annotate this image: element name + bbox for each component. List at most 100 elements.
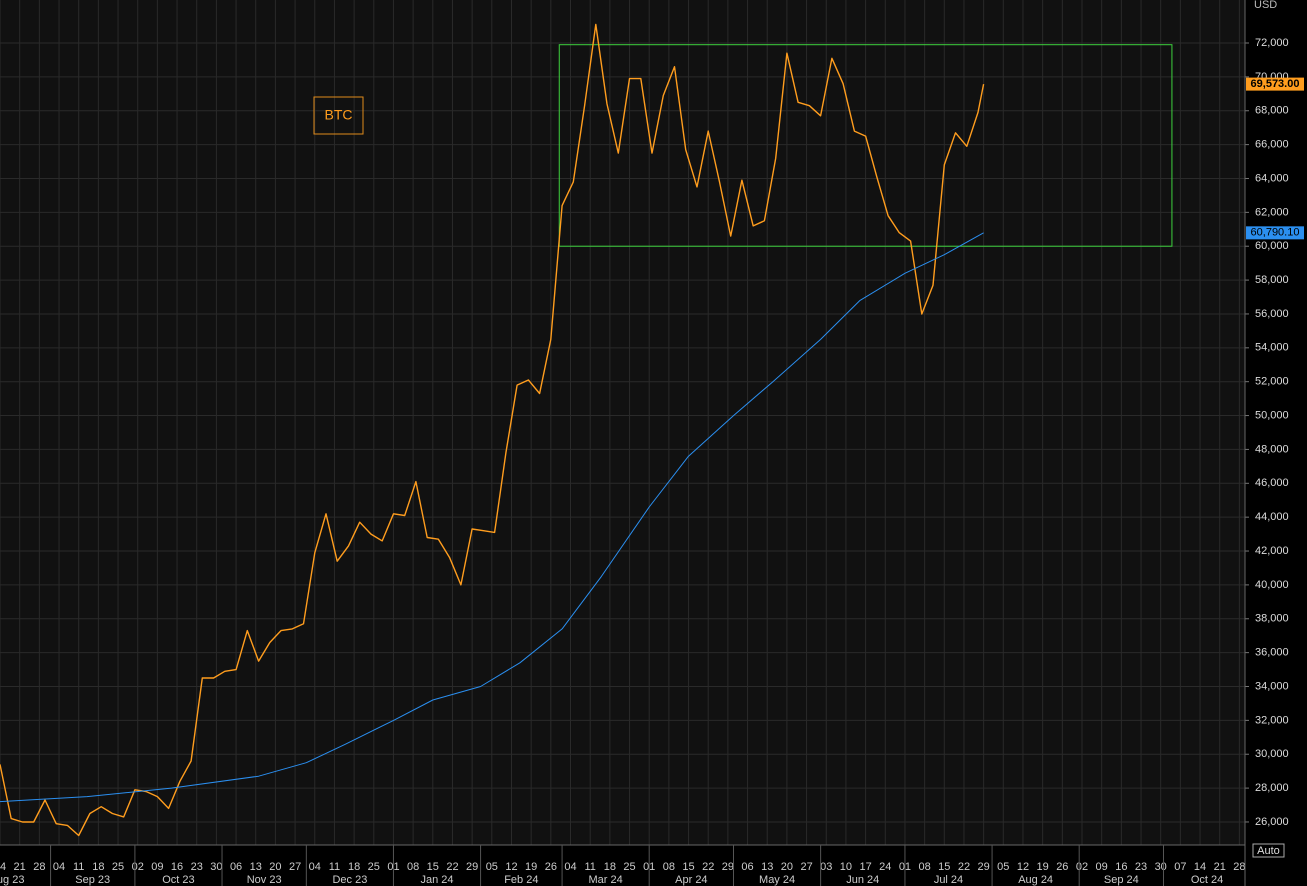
month-label: Mar 24 xyxy=(589,874,623,886)
x-tick-label: 15 xyxy=(427,861,439,873)
x-tick-label: 09 xyxy=(151,861,163,873)
x-tick-label: 28 xyxy=(33,861,45,873)
y-tick-label: 28,000 xyxy=(1255,782,1289,794)
x-tick-label: 21 xyxy=(14,861,26,873)
x-tick-label: 18 xyxy=(348,861,360,873)
last-value-label: 60,790.10 xyxy=(1251,227,1300,239)
y-tick-label: 54,000 xyxy=(1255,342,1289,354)
y-tick-label: 42,000 xyxy=(1255,545,1289,557)
last-value-tag xyxy=(1246,226,1304,240)
x-tick-label: 27 xyxy=(289,861,301,873)
auto-button-label[interactable]: Auto xyxy=(1257,845,1280,857)
x-tick-label: 05 xyxy=(486,861,498,873)
x-tick-label: 16 xyxy=(171,861,183,873)
x-tick-label: 29 xyxy=(978,861,990,873)
x-tick-label: 26 xyxy=(1056,861,1068,873)
x-tick-label: 12 xyxy=(1017,861,1029,873)
y-tick-label: 44,000 xyxy=(1255,511,1289,523)
x-tick-label: 26 xyxy=(545,861,557,873)
x-tick-label: 22 xyxy=(958,861,970,873)
x-tick-label: 04 xyxy=(564,861,576,873)
x-tick-label: 15 xyxy=(682,861,694,873)
price-line xyxy=(0,23,985,837)
x-tick-label: 08 xyxy=(918,861,930,873)
y-tick-label: 36,000 xyxy=(1255,647,1289,659)
x-tick-label: 06 xyxy=(741,861,753,873)
y-tick-label: 32,000 xyxy=(1255,714,1289,726)
x-tick-label: 17 xyxy=(859,861,871,873)
ticker-label: BTC xyxy=(325,107,353,123)
x-tick-label: 04 xyxy=(309,861,321,873)
month-label: Jan 24 xyxy=(420,874,453,886)
x-tick-label: 02 xyxy=(1076,861,1088,873)
x-tick-label: 11 xyxy=(73,861,84,873)
last-value-label: 69,573.00 xyxy=(1251,78,1300,90)
y-tick-label: 60,000 xyxy=(1255,240,1289,252)
x-tick-label: 21 xyxy=(1214,861,1226,873)
y-tick-label: 68,000 xyxy=(1255,105,1289,117)
month-label: Oct 24 xyxy=(1191,874,1223,886)
y-tick-label: 34,000 xyxy=(1255,680,1289,692)
y-tick-label: 38,000 xyxy=(1255,613,1289,625)
currency-label: USD xyxy=(1254,0,1277,11)
x-tick-label: 16 xyxy=(1115,861,1127,873)
x-tick-label: 23 xyxy=(1135,861,1147,873)
x-tick-label: 10 xyxy=(840,861,852,873)
x-tick-label: 03 xyxy=(820,861,832,873)
x-tick-label: 29 xyxy=(466,861,478,873)
x-tick-label: 09 xyxy=(1096,861,1108,873)
y-tick-label: 46,000 xyxy=(1255,477,1289,489)
x-tick-label: 08 xyxy=(407,861,419,873)
y-tick-label: 30,000 xyxy=(1255,748,1289,760)
x-tick-label: 05 xyxy=(997,861,1009,873)
auto-button[interactable] xyxy=(1252,843,1285,858)
y-tick-label: 64,000 xyxy=(1255,172,1289,184)
month-label: Jul 24 xyxy=(934,874,963,886)
month-label: Sep 24 xyxy=(1104,874,1139,886)
y-tick-label: 58,000 xyxy=(1255,274,1289,286)
x-tick-label: 02 xyxy=(132,861,144,873)
x-tick-label: 30 xyxy=(1155,861,1167,873)
x-tick-label: 22 xyxy=(702,861,714,873)
month-label: Jun 24 xyxy=(846,874,879,886)
y-tick-label: 56,000 xyxy=(1255,308,1289,320)
x-tick-label: 27 xyxy=(800,861,812,873)
x-tick-label: 29 xyxy=(722,861,734,873)
x-tick-label: 07 xyxy=(1174,861,1186,873)
x-tick-label: 06 xyxy=(230,861,242,873)
y-tick-label: 50,000 xyxy=(1255,409,1289,421)
x-tick-label: 24 xyxy=(879,861,891,873)
moving-average-line xyxy=(0,232,984,803)
x-tick-label: 14 xyxy=(0,861,6,873)
y-tick-label: 66,000 xyxy=(1255,139,1289,151)
x-tick-label: 04 xyxy=(53,861,65,873)
x-tick-label: 30 xyxy=(210,861,222,873)
x-tick-label: 23 xyxy=(191,861,203,873)
month-label: Dec 23 xyxy=(332,874,367,886)
y-tick-label: 40,000 xyxy=(1255,579,1289,591)
y-tick-label: 52,000 xyxy=(1255,376,1289,388)
x-tick-label: 13 xyxy=(250,861,262,873)
month-label: Sep 23 xyxy=(75,874,110,886)
range-box xyxy=(558,44,1173,247)
x-tick-label: 13 xyxy=(761,861,773,873)
x-tick-label: 20 xyxy=(269,861,281,873)
x-tick-label: 18 xyxy=(604,861,616,873)
y-tick-label: 48,000 xyxy=(1255,443,1289,455)
x-tick-label: 15 xyxy=(938,861,950,873)
month-label: Nov 23 xyxy=(247,874,282,886)
y-tick-label: 72,000 xyxy=(1255,37,1289,49)
x-tick-label: 20 xyxy=(781,861,793,873)
month-label: Feb 24 xyxy=(504,874,538,886)
month-label: Apr 24 xyxy=(675,874,707,886)
y-tick-label: 62,000 xyxy=(1255,206,1289,218)
x-tick-label: 14 xyxy=(1194,861,1206,873)
x-tick-label: 25 xyxy=(112,861,124,873)
month-label: Aug 24 xyxy=(1018,874,1053,886)
x-tick-label: 08 xyxy=(663,861,675,873)
x-tick-label: 28 xyxy=(1233,861,1245,873)
x-tick-label: 19 xyxy=(1037,861,1049,873)
x-tick-label: 25 xyxy=(623,861,635,873)
x-tick-label: 11 xyxy=(584,861,595,873)
